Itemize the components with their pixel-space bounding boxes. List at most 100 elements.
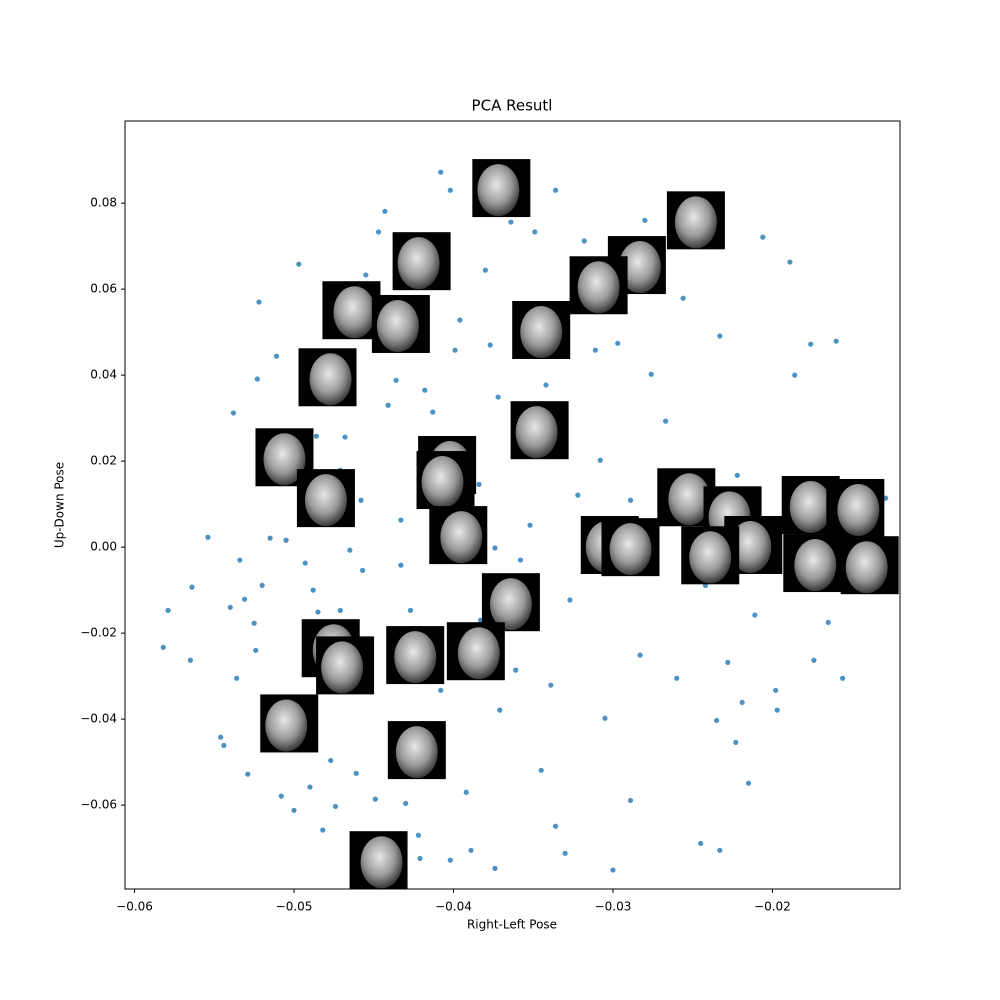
face-thumbnail: [481, 573, 540, 632]
scatter-point: [221, 742, 227, 748]
scatter-point: [438, 687, 444, 693]
scatter-point: [532, 229, 538, 235]
scatter-point: [468, 847, 474, 853]
scatter-point: [296, 261, 302, 267]
scatter-point: [291, 807, 297, 813]
y-tick-label: −0.02: [80, 626, 117, 640]
face-thumbnail: [512, 300, 571, 359]
scatter-point: [592, 347, 599, 353]
face-thumbnail: [416, 451, 475, 510]
plot-frame: [124, 120, 901, 890]
scatter-point: [360, 567, 366, 573]
scatter-point: [328, 757, 334, 764]
x-tick-label: −0.03: [595, 900, 632, 914]
scatter-point: [739, 699, 745, 705]
scatter-point: [463, 789, 469, 795]
scatter-point: [332, 803, 339, 810]
y-tick-label: −0.04: [80, 712, 117, 726]
scatter-point: [717, 847, 723, 853]
scatter-point: [234, 675, 240, 681]
scatter-point: [160, 644, 166, 650]
thumbnail-face: [515, 406, 558, 459]
scatter-point: [165, 607, 171, 613]
face-thumbnail: [472, 159, 531, 218]
scatter-point: [398, 517, 404, 523]
scatter-point: [398, 562, 404, 568]
scatter-point: [698, 840, 704, 847]
scatter-point: [733, 739, 739, 745]
thumbnail-face: [397, 237, 440, 290]
scatter-point: [680, 295, 686, 301]
scatter-point: [581, 238, 587, 244]
thumbnail-face: [309, 353, 352, 406]
scatter-point: [253, 647, 259, 653]
scatter-point: [717, 333, 723, 339]
scatter-point: [476, 481, 482, 487]
scatter-point: [734, 472, 740, 478]
thumbnail-face: [837, 484, 880, 537]
scatter-point: [452, 347, 458, 353]
y-tick-label: 0.06: [90, 282, 117, 296]
thumbnail-face: [304, 474, 347, 527]
scatter-point: [259, 582, 265, 589]
face-thumbnail: [826, 479, 885, 538]
face-thumbnail: [296, 469, 355, 528]
scatter-point: [241, 596, 248, 602]
thumbnail-face: [729, 520, 772, 573]
scatter-point: [251, 620, 257, 626]
scatter-point: [674, 675, 680, 681]
face-thumbnail: [840, 536, 899, 595]
thumbnail-face: [333, 286, 376, 339]
scatter-point: [417, 855, 423, 862]
thumbnail-face: [609, 523, 652, 576]
scatter-point: [567, 597, 573, 603]
x-tick-label: −0.06: [116, 900, 153, 914]
scatter-point: [313, 433, 319, 439]
scatter-point: [662, 418, 669, 424]
face-thumbnail: [260, 694, 319, 753]
scatter-point: [393, 377, 399, 383]
scatter-point: [487, 342, 493, 348]
x-tick-label: −0.05: [276, 900, 313, 914]
scatter-point: [205, 534, 211, 540]
scatter-point: [808, 341, 814, 347]
scatter-point: [492, 865, 498, 871]
face-thumbnail: [316, 636, 375, 695]
thumbnail-face: [845, 541, 888, 594]
scatter-point: [230, 410, 237, 416]
scatter-point: [254, 376, 260, 382]
scatter-point: [538, 767, 544, 773]
scatter-point: [267, 535, 273, 541]
face-thumbnail: [681, 526, 740, 585]
thumbnail-face: [395, 726, 438, 779]
scatter-point: [527, 522, 533, 528]
face-thumbnail: [783, 534, 842, 593]
scatter-point: [256, 299, 262, 305]
scatter-point: [353, 770, 359, 776]
scatter-point: [745, 780, 752, 786]
scatter-point: [833, 338, 839, 344]
scatter-point: [714, 717, 720, 724]
scatter-point: [597, 457, 603, 463]
thumbnail-face: [263, 433, 306, 486]
x-tick-label: −0.04: [435, 900, 472, 914]
x-tick-label: −0.02: [754, 900, 791, 914]
scatter-point: [457, 317, 463, 323]
x-axis-label: Right-Left Pose: [467, 918, 557, 932]
scatter-point: [273, 353, 280, 359]
face-thumbnail: [666, 191, 725, 250]
thumbnail-face: [376, 299, 419, 352]
thumbnail-face: [265, 699, 308, 752]
y-axis-label: Up-Down Pose: [53, 462, 67, 548]
scatter-point: [648, 371, 654, 377]
scatter-point: [482, 267, 488, 273]
scatter-point: [497, 707, 503, 713]
thumbnail-face: [477, 164, 520, 217]
scatter-point: [787, 259, 793, 265]
scatter-point: [548, 682, 554, 688]
scatter-point: [382, 208, 388, 214]
scatter-point: [447, 187, 453, 193]
scatter-point: [227, 604, 233, 610]
scatter-point: [792, 372, 798, 378]
